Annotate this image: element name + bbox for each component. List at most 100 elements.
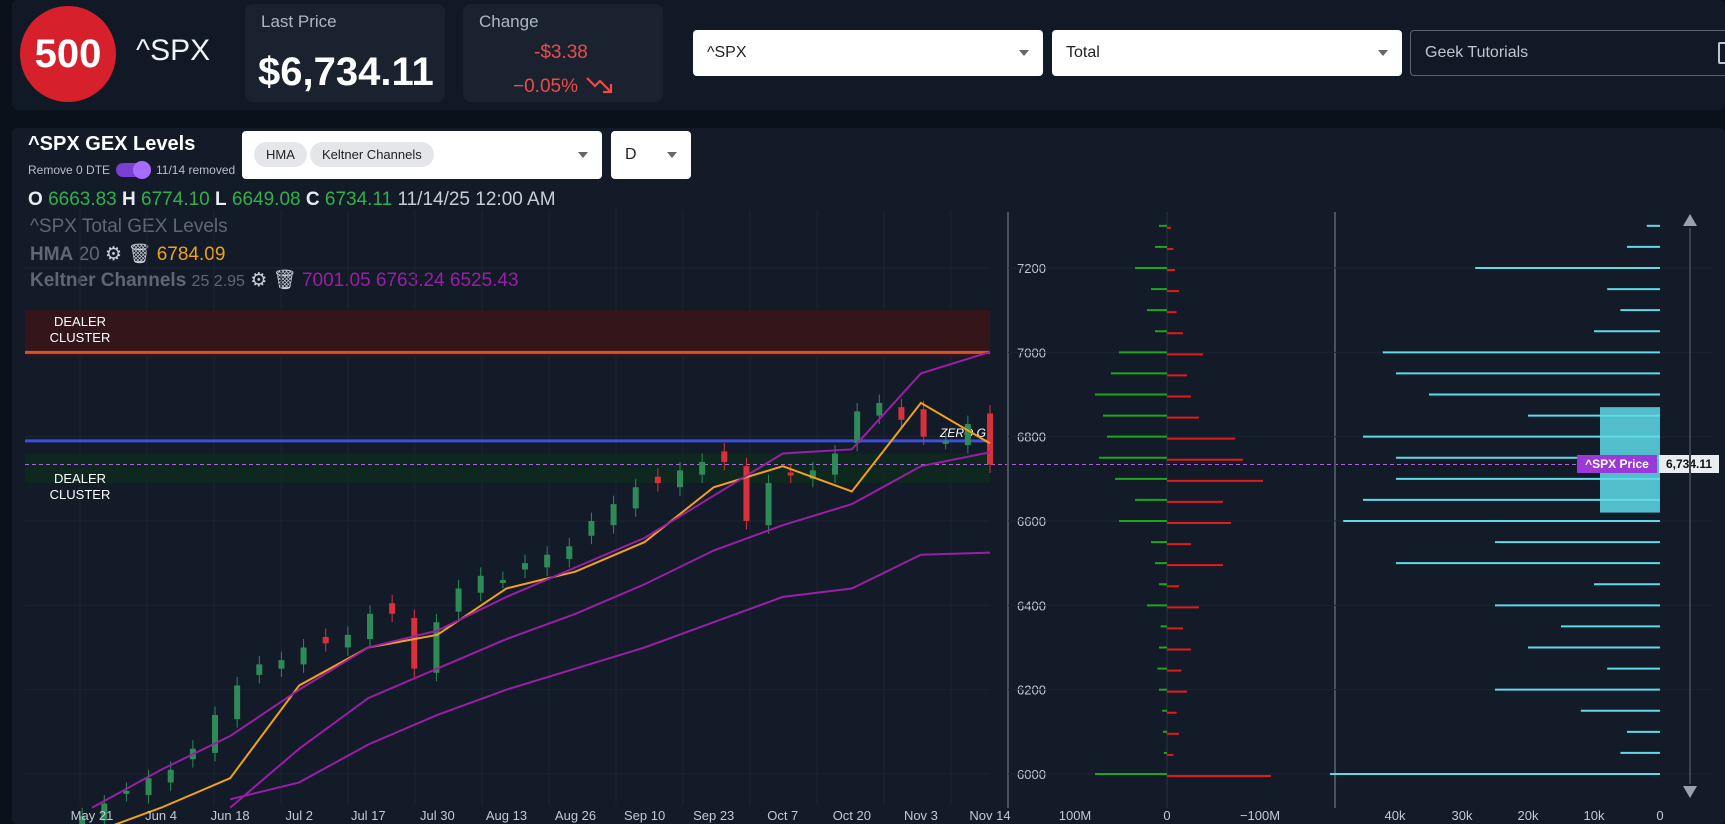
low-label: L (215, 189, 227, 210)
legend-title: ^SPX Total GEX Levels (30, 216, 228, 237)
last-price-label: Last Price (261, 12, 337, 31)
last-price-value: $6,734.11 (258, 50, 434, 94)
gex-type-select-value: Total (1066, 44, 1100, 61)
logo-text: 500 (34, 31, 102, 76)
gex-axis-label: 0 (1163, 808, 1170, 823)
candle (765, 483, 772, 526)
gex-type-select[interactable]: Total (1052, 30, 1402, 76)
x-tick-label: Jun 18 (211, 808, 250, 823)
spx-price-badge: ^SPX Price (1577, 455, 1657, 473)
candle (942, 440, 949, 444)
ohlc-date: 11/14/25 12:00 AM (397, 189, 556, 210)
x-tick-label: Sep 23 (693, 808, 734, 823)
close-value: 6734.11 (324, 189, 393, 210)
keltner-upper: 7001.05 (301, 270, 371, 291)
symbol-select[interactable]: ^SPX (693, 30, 1043, 76)
candle (411, 617, 418, 669)
keltner-upper-line (91, 350, 991, 809)
candle (721, 451, 728, 462)
scroll-up-icon[interactable] (1683, 214, 1697, 226)
high-value: 6774.10 (141, 189, 210, 210)
remove-0dte-label: Remove 0 DTE (28, 163, 111, 177)
candle (212, 714, 218, 753)
chevron-down-icon (1378, 50, 1388, 56)
candle (566, 546, 573, 559)
candle (677, 470, 683, 488)
price-scrollbar[interactable] (1689, 228, 1691, 784)
chip-keltner-channels[interactable]: Keltner Channels (310, 142, 434, 167)
candle (654, 476, 661, 484)
high-label: H (122, 189, 136, 210)
candle (699, 461, 706, 475)
zero-gamma-label: ZERO G (939, 426, 986, 440)
candle (964, 424, 971, 446)
x-tick-label: Oct 7 (767, 808, 798, 823)
candle (367, 613, 373, 640)
x-tick-label: Aug 26 (555, 808, 596, 823)
candle (322, 636, 329, 644)
checkbox-icon[interactable] (1718, 42, 1725, 64)
oi-axis-label: 40k (1385, 808, 1406, 823)
oi-axis-label: 0 (1656, 808, 1663, 823)
x-tick-label: Nov 3 (904, 808, 938, 823)
oi-axis-label: 30k (1452, 808, 1473, 823)
candle (832, 453, 838, 475)
x-tick-label: Nov 14 (969, 808, 1010, 823)
candle (455, 588, 462, 612)
hma-name: HMA (30, 244, 74, 265)
gear-icon[interactable]: ⚙ (104, 244, 123, 265)
candle (544, 554, 551, 568)
trend-down-icon (586, 77, 613, 94)
indicator-multiselect[interactable]: HMA Keltner Channels (242, 131, 602, 179)
candle (389, 603, 396, 614)
spx-500-logo: 500 (20, 6, 116, 102)
keltner-lower-line (229, 551, 991, 801)
chevron-down-icon (1019, 50, 1029, 56)
chip-hma[interactable]: HMA (254, 142, 307, 167)
hma-line (113, 401, 991, 824)
keltner-lower: 6525.43 (449, 270, 519, 291)
candle (477, 575, 484, 593)
gear-icon[interactable]: ⚙ (250, 270, 268, 291)
open-label: O (28, 189, 43, 210)
candle (123, 790, 130, 794)
candle (499, 580, 506, 584)
x-tick-label: Sep 10 (624, 808, 665, 823)
scroll-down-icon[interactable] (1683, 786, 1697, 798)
interval-select[interactable]: D (611, 131, 691, 179)
change-absolute-value: -$3.38 (534, 42, 588, 63)
candle (522, 563, 528, 570)
interval-select-value: D (625, 146, 637, 163)
x-tick-label: Jun 4 (145, 808, 177, 823)
candle (101, 803, 108, 821)
candle (743, 466, 750, 521)
change-card (463, 4, 663, 102)
candle (987, 413, 993, 465)
chart-title: ^SPX GEX Levels (28, 133, 196, 155)
candle (256, 664, 263, 675)
candle (433, 622, 440, 673)
candle (344, 634, 351, 648)
trash-icon[interactable]: 🗑 (272, 270, 297, 291)
candle (79, 816, 86, 824)
change-label: Change (479, 12, 539, 31)
ohlc-readout: O 6663.83 H 6774.10 L 6649.08 C 6734.11 … (28, 189, 556, 211)
chevron-down-icon (578, 152, 588, 158)
candle (787, 472, 794, 476)
last-price-card (245, 4, 445, 102)
candle (876, 402, 883, 416)
removed-count: 11/14 removed (156, 163, 236, 177)
candle (809, 470, 816, 479)
x-tick-label: Jul 2 (285, 808, 312, 823)
x-tick-label: Jul 30 (420, 808, 455, 823)
toggle-knob[interactable] (133, 161, 151, 179)
symbol-select-value: ^SPX (707, 44, 747, 61)
geek-tutorials-field[interactable]: Geek Tutorials (1410, 30, 1725, 76)
candle (278, 660, 285, 669)
x-tick-label: Jul 17 (351, 808, 386, 823)
close-label: C (305, 189, 320, 210)
keltner-mid-line (229, 451, 991, 809)
trash-icon[interactable]: 🗑 (127, 244, 152, 265)
keltner-params: 25 2.95 (191, 273, 245, 290)
